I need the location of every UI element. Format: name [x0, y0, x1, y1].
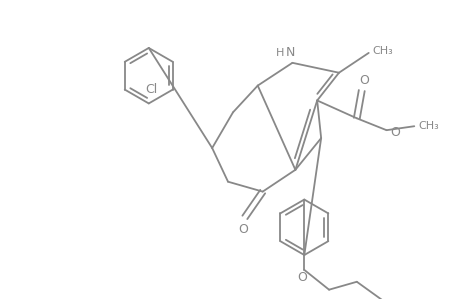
Text: O: O	[297, 271, 307, 284]
Text: H: H	[276, 48, 284, 58]
Text: Cl: Cl	[145, 83, 157, 96]
Text: O: O	[237, 223, 247, 236]
Text: CH₃: CH₃	[417, 121, 438, 131]
Text: CH₃: CH₃	[372, 46, 392, 56]
Text: O: O	[390, 126, 399, 139]
Text: N: N	[285, 46, 295, 59]
Text: O: O	[358, 74, 368, 87]
